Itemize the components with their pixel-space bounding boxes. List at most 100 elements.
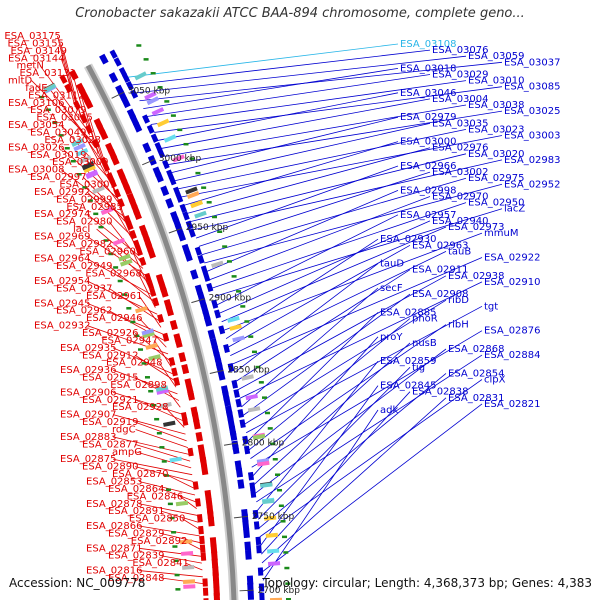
gene-label[interactable]: ESA_02922: [484, 253, 541, 264]
gene-label[interactable]: ESA_02938: [448, 271, 505, 282]
gene-label[interactable]: ESA_02892: [131, 536, 188, 547]
gene-label[interactable]: ESA_03046: [400, 88, 457, 99]
gene-label[interactable]: ESA_03029: [432, 70, 489, 81]
gene-label[interactable]: ESA_02871: [86, 543, 143, 554]
gene-label[interactable]: ESA_02845: [380, 381, 437, 392]
gene-label[interactable]: ESA_03155: [7, 38, 64, 49]
gene-label[interactable]: ESA_02875: [60, 454, 117, 465]
gene-label[interactable]: ESA_02982: [56, 239, 113, 250]
gene-label[interactable]: ESA_02952: [504, 179, 561, 190]
gene-label[interactable]: ESA_03018: [400, 63, 457, 74]
gene-label[interactable]: ESA_02859: [380, 356, 437, 367]
gene-label[interactable]: ESA_02947: [101, 335, 158, 346]
gene-label[interactable]: ESA_02891: [108, 506, 165, 517]
gene-label[interactable]: ESA_03020: [468, 149, 525, 160]
gene-label[interactable]: ESA_02969: [34, 231, 91, 242]
gene-label[interactable]: ESA_03026: [8, 142, 65, 153]
gene-label[interactable]: ESA_03028: [44, 135, 101, 146]
gene-label[interactable]: ESA_02883: [60, 432, 117, 443]
gene-label[interactable]: ESA_02985: [66, 202, 123, 213]
gene-label[interactable]: ESA_02890: [82, 462, 139, 473]
gene-label[interactable]: ribD: [448, 295, 469, 306]
gene-label[interactable]: ESA_03131: [19, 68, 76, 79]
gene-label[interactable]: ESA_02932: [34, 321, 91, 332]
gene-label[interactable]: ESA_03002: [432, 167, 489, 178]
gene-label[interactable]: ESA_02935: [60, 343, 117, 354]
gene-label[interactable]: ESA_02926: [82, 328, 139, 339]
gene-label[interactable]: ESA_02853: [86, 476, 143, 487]
gene-label[interactable]: ESA_02906: [60, 387, 117, 398]
gene-label[interactable]: ESA_03004: [432, 94, 489, 105]
gene-label[interactable]: ESA_03054: [8, 120, 65, 131]
gene-label[interactable]: ESA_03019: [30, 150, 87, 161]
gene-label[interactable]: adk: [380, 405, 398, 416]
gene-label[interactable]: ESA_02919: [82, 417, 139, 428]
gene-label[interactable]: ESA_02850: [129, 514, 186, 525]
gene-label[interactable]: ESA_03049: [30, 128, 87, 139]
gene-label[interactable]: ESA_02964: [34, 254, 91, 265]
gene-label[interactable]: ESA_02910: [484, 277, 541, 288]
gene-label[interactable]: lacZ: [504, 204, 525, 215]
gene-label[interactable]: ESA_02973: [448, 222, 505, 233]
gene-label[interactable]: ESA_03065: [36, 113, 93, 124]
gene-label[interactable]: ESA_02876: [484, 326, 541, 337]
gene-label[interactable]: ESA_02997: [30, 172, 87, 183]
gene-label[interactable]: tauD: [380, 259, 404, 270]
gene-label[interactable]: ESA_02940: [432, 216, 489, 227]
gene-label[interactable]: metN: [17, 61, 44, 72]
gene-label[interactable]: ESA_02821: [484, 399, 541, 410]
gene-label[interactable]: ESA_02961: [86, 291, 143, 302]
gene-label[interactable]: ESA_02945: [34, 298, 91, 309]
gene-label[interactable]: ESA_02936: [60, 365, 117, 376]
gene-label[interactable]: ESA_03003: [504, 131, 561, 142]
gene-label[interactable]: ESA_02878: [86, 499, 143, 510]
gene-label[interactable]: nusB: [412, 338, 437, 349]
gene-label[interactable]: ESA_02980: [56, 217, 113, 228]
gene-label[interactable]: ESA_02966: [400, 161, 457, 172]
gene-label[interactable]: ESA_03112: [28, 90, 85, 101]
gene-label[interactable]: ESA_02831: [448, 393, 505, 404]
gene-label[interactable]: ESA_02908: [412, 289, 469, 300]
gene-label[interactable]: ESA_02898: [110, 380, 167, 391]
gene-label[interactable]: ESA_02864: [108, 484, 165, 495]
gene-label[interactable]: rdgC: [112, 425, 136, 436]
gene-label[interactable]: ESA_02998: [400, 185, 457, 196]
gene-label[interactable]: ESA_02907: [60, 410, 117, 421]
gene-label[interactable]: ESA_03144: [8, 53, 65, 64]
gene-label[interactable]: ESA_02949: [56, 261, 113, 272]
gene-label[interactable]: ESA_02976: [432, 143, 489, 154]
gene-label[interactable]: ESA_02962: [56, 306, 113, 317]
gene-label[interactable]: fadE: [25, 83, 47, 94]
gene-label[interactable]: ESA_02930: [380, 234, 437, 245]
gene-label[interactable]: ESA_02868: [448, 344, 505, 355]
gene-label[interactable]: ESA_02974: [34, 209, 91, 220]
gene-label[interactable]: ESA_02968: [85, 269, 142, 280]
gene-label[interactable]: ampG: [112, 447, 142, 458]
gene-label[interactable]: ESA_02950: [468, 198, 525, 209]
gene-label[interactable]: mltD: [8, 76, 32, 87]
gene-label[interactable]: ESA_03023: [468, 124, 525, 135]
gene-label[interactable]: ESA_03000: [400, 137, 457, 148]
gene-label[interactable]: ESA_03175: [4, 31, 61, 42]
gene-label[interactable]: ESA_02915: [82, 373, 139, 384]
gene-label[interactable]: ESA_02839: [108, 551, 165, 562]
gene-label[interactable]: ESA_02970: [432, 192, 489, 203]
gene-label[interactable]: ESA_02983: [504, 155, 561, 166]
gene-label[interactable]: tauB: [448, 246, 471, 257]
gene-label[interactable]: ribH: [448, 320, 469, 331]
gene-label[interactable]: ESA_02911: [412, 265, 469, 276]
gene-label[interactable]: ESA_03106: [8, 98, 65, 109]
gene-label[interactable]: tgt: [484, 301, 498, 312]
gene-label[interactable]: ESA_02960: [79, 246, 136, 257]
gene-label[interactable]: clpX: [484, 375, 506, 386]
gene-label[interactable]: ESA_02846: [127, 491, 184, 502]
gene-label[interactable]: ESA_02816: [86, 566, 143, 577]
gene-label[interactable]: proY: [380, 332, 403, 343]
gene-label[interactable]: ESA_03035: [432, 118, 489, 129]
gene-label[interactable]: ESA_03076: [432, 45, 489, 56]
gene-label[interactable]: ESA_02841: [132, 558, 189, 569]
gene-label[interactable]: ESA_02854: [448, 368, 505, 379]
gene-label[interactable]: ESA_02937: [56, 283, 113, 294]
gene-label[interactable]: ESA_02921: [82, 395, 139, 406]
gene-label[interactable]: ESA_02912: [82, 350, 139, 361]
